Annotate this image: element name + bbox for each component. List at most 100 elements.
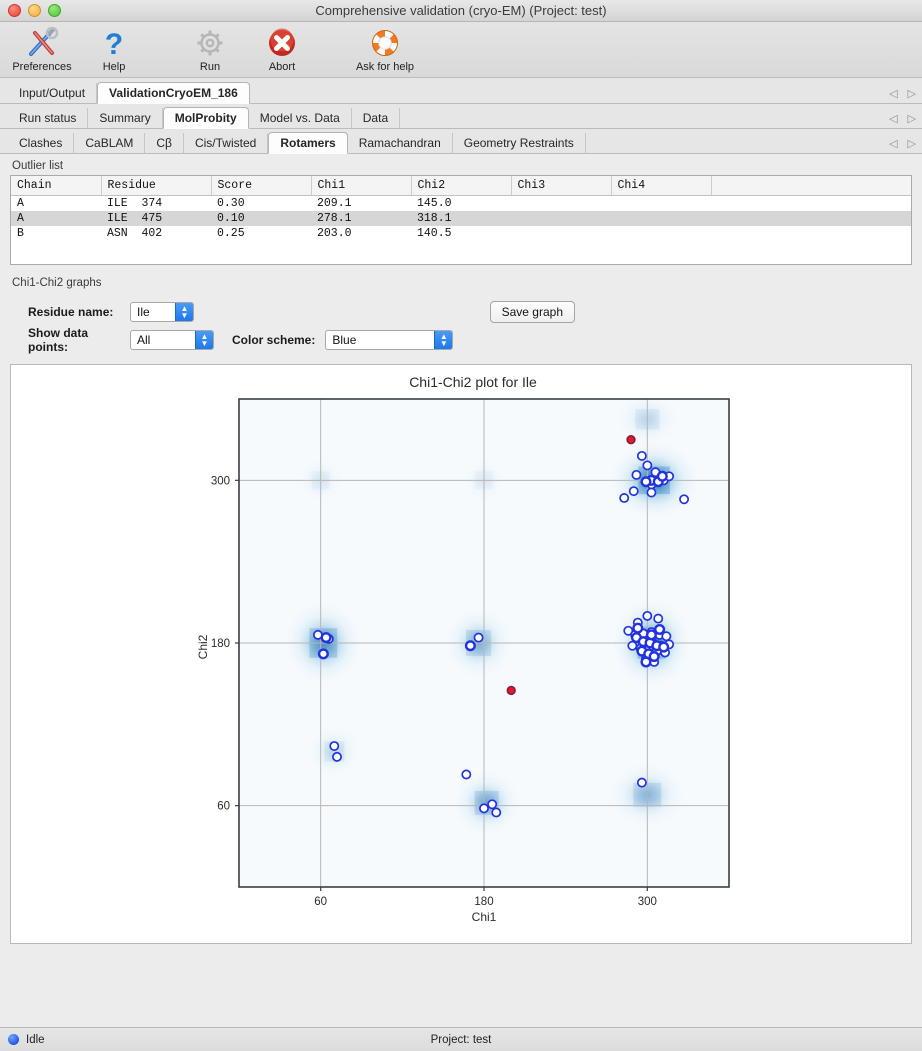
tab-nav-arrows-level2[interactable]: ◁ ▷ — [889, 114, 916, 125]
tab-nav-left-icon[interactable]: ◁ — [889, 113, 898, 125]
table-row[interactable]: A ILE 374 0.30 209.1 145.0 — [11, 196, 911, 212]
tab-nav-left-icon[interactable]: ◁ — [889, 88, 898, 100]
scatter-point[interactable] — [642, 460, 653, 471]
color-scheme-select[interactable]: Blue ▲ ▼ — [325, 330, 454, 350]
scatter-point[interactable] — [332, 751, 342, 762]
scatter-point[interactable] — [661, 631, 672, 642]
preferences-button[interactable]: Preferences — [6, 26, 78, 73]
tab-run-status[interactable]: Run status — [8, 108, 89, 128]
scatter-point[interactable] — [632, 622, 644, 634]
tab-rotamers[interactable]: Rotamers — [268, 132, 348, 154]
column-header-score[interactable]: Score — [211, 176, 312, 196]
series-filled-circle[interactable] — [317, 470, 670, 668]
abort-button[interactable]: Abort — [246, 26, 318, 73]
tab-cablam[interactable]: CaBLAM — [74, 133, 146, 153]
show-data-points-select[interactable]: All ▲ ▼ — [130, 330, 214, 350]
tab-model-vs-data[interactable]: Model vs. Data — [249, 108, 352, 128]
tab-nav-right-icon[interactable]: ▷ — [907, 138, 916, 150]
scatter-point[interactable] — [479, 803, 489, 814]
scatter-point[interactable] — [626, 435, 636, 445]
scatter-point[interactable] — [464, 640, 476, 652]
scatter-point[interactable] — [487, 799, 498, 810]
tab-nav-right-icon[interactable]: ▷ — [907, 113, 916, 125]
scatter-point[interactable] — [636, 450, 647, 461]
scatter-point[interactable] — [642, 610, 653, 621]
scatter-point[interactable] — [640, 656, 652, 668]
scatter-point[interactable] — [473, 632, 484, 643]
scatter-point[interactable] — [461, 769, 472, 780]
scatter-points-layer[interactable] — [312, 435, 690, 818]
table-row[interactable]: A ILE 475 0.10 278.1 318.1 — [11, 211, 911, 226]
residue-name-select[interactable]: Ile ▲ ▼ — [130, 302, 194, 322]
color-scheme-value: Blue — [332, 333, 357, 347]
series-filled-circle-red[interactable] — [506, 435, 636, 696]
show-data-points-label: Show data points: — [28, 326, 89, 354]
tab-summary[interactable]: Summary — [88, 108, 163, 128]
column-header-chi2[interactable]: Chi2 — [411, 176, 512, 196]
tab-cis-twisted[interactable]: Cis/Twisted — [184, 133, 269, 153]
scatter-point[interactable] — [628, 486, 639, 497]
tab-geometry-restraints[interactable]: Geometry Restraints — [453, 133, 586, 153]
tab-molprobity[interactable]: MolProbity — [162, 107, 249, 129]
residue-name-row: Residue name: Ile ▲ ▼ Save graph — [10, 298, 912, 326]
save-graph-button[interactable]: Save graph — [489, 301, 575, 323]
tab-nav-arrows-level3[interactable]: ◁ ▷ — [889, 139, 916, 150]
help-label: Help — [102, 61, 126, 73]
scatter-point[interactable] — [656, 470, 668, 482]
help-button[interactable]: ? Help — [78, 26, 150, 73]
column-header-chi1[interactable]: Chi1 — [311, 176, 412, 196]
column-header-residue[interactable]: Residue — [101, 176, 212, 196]
scatter-point[interactable] — [654, 623, 666, 635]
column-header-chain[interactable]: Chain — [11, 176, 102, 196]
table-header-row: Chain Residue Score Chi1 Chi2 Chi3 Chi4 — [11, 176, 911, 196]
tab-nav-left-icon[interactable]: ◁ — [889, 138, 898, 150]
close-window-button[interactable] — [8, 4, 21, 17]
tools-icon — [25, 26, 59, 60]
scatter-point[interactable] — [636, 777, 647, 788]
graphs-group-label: Chi1-Chi2 graphs — [12, 277, 102, 289]
tab-clashes[interactable]: Clashes — [8, 133, 75, 153]
tab-ramachandran[interactable]: Ramachandran — [348, 133, 453, 153]
chi1-chi2-plot-card[interactable]: Chi1-Chi2 plot for Ile 60 180 300 60 180 300 … — [10, 364, 912, 944]
cell-chain: A — [11, 211, 101, 226]
chi1-chi2-scatter-plot[interactable]: Chi1-Chi2 plot for Ile 60 180 30060180300 … — [11, 365, 911, 943]
column-header-chi3[interactable]: Chi3 — [511, 176, 612, 196]
run-button[interactable]: Run — [174, 26, 246, 73]
table-row[interactable]: B ASN 402 0.25 203.0 140.5 — [11, 226, 911, 241]
scatter-point[interactable] — [506, 685, 516, 696]
tab-validationcryoem-186[interactable]: ValidationCryoEM_186 — [97, 82, 250, 104]
svg-text:180: 180 — [474, 896, 493, 908]
scatter-point[interactable] — [658, 641, 670, 653]
stop-x-icon — [266, 26, 298, 60]
scatter-point[interactable] — [640, 476, 652, 488]
chevron-updown-icon[interactable]: ▲ ▼ — [434, 331, 453, 349]
scatter-point[interactable] — [645, 629, 657, 641]
minimize-window-button[interactable] — [28, 4, 41, 17]
gear-icon — [194, 26, 226, 60]
window-controls[interactable] — [8, 4, 61, 17]
column-header-spacer[interactable] — [711, 176, 911, 196]
tab-nav-arrows-level1[interactable]: ◁ ▷ — [889, 89, 916, 100]
scatter-point[interactable] — [679, 494, 690, 505]
cell-chi2: 140.5 — [417, 227, 452, 240]
scatter-point[interactable] — [646, 487, 657, 498]
tab-bar-level2: Run status Summary MolProbity Model vs. … — [0, 104, 922, 129]
tab-data[interactable]: Data — [352, 108, 401, 128]
zoom-window-button[interactable] — [48, 4, 61, 17]
tab-nav-right-icon[interactable]: ▷ — [907, 88, 916, 100]
outlier-list-table-container[interactable]: Chain Residue Score Chi1 Chi2 Chi3 Chi4 … — [10, 175, 912, 265]
tab-cbeta[interactable]: Cβ — [145, 133, 184, 153]
column-header-chi4[interactable]: Chi4 — [611, 176, 712, 196]
tab-input-output[interactable]: Input/Output — [8, 83, 98, 103]
ask-for-help-button[interactable]: Ask for help — [342, 26, 428, 73]
scatter-point[interactable] — [317, 648, 329, 660]
scatter-point[interactable] — [619, 493, 630, 503]
scatter-point[interactable] — [653, 613, 664, 624]
scatter-point[interactable] — [491, 807, 502, 818]
chevron-updown-icon[interactable]: ▲ ▼ — [195, 331, 213, 349]
scatter-point[interactable] — [648, 651, 660, 663]
scatter-point[interactable] — [320, 632, 332, 644]
chevron-updown-icon[interactable]: ▲ ▼ — [175, 303, 193, 321]
scatter-point[interactable] — [329, 741, 340, 751]
scatter-point[interactable] — [631, 469, 642, 480]
